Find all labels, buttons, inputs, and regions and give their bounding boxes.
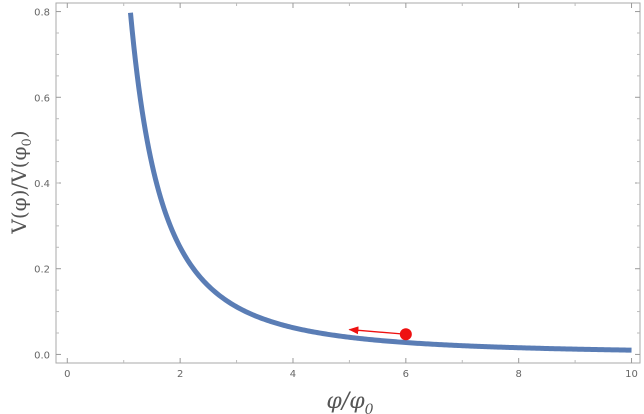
x-tick-label: 10 <box>625 369 638 380</box>
y-axis-label: V(φ)/V(φ0) <box>7 130 35 234</box>
x-tick-label: 6 <box>403 369 409 380</box>
potential-curve <box>127 12 633 353</box>
roll-direction-arrow <box>348 326 406 335</box>
y-tick-label: 0.2 <box>34 265 50 276</box>
y-tick-label: 0.6 <box>34 93 50 104</box>
annotation-layer <box>348 326 412 341</box>
x-tick-label: 8 <box>515 369 521 380</box>
series-layer <box>127 12 633 353</box>
plot-border <box>55 2 641 364</box>
y-tick-label: 0.0 <box>34 350 50 361</box>
field-position-marker <box>399 328 412 341</box>
y-tick-labels: 0.0 0.2 0.4 0.6 0.8 <box>34 8 50 362</box>
x-tick-labels: 0 2 4 6 8 10 <box>64 369 638 380</box>
y-tick-label: 0.8 <box>34 8 50 19</box>
x-tick-label: 4 <box>290 369 296 380</box>
y-tick-label: 0.4 <box>34 179 50 190</box>
plot-frame <box>55 2 641 364</box>
tick-marks <box>56 3 640 363</box>
x-axis-label: φ/φ0 <box>326 389 373 414</box>
x-tick-label: 0 <box>64 369 70 380</box>
x-tick-label: 2 <box>177 369 183 380</box>
